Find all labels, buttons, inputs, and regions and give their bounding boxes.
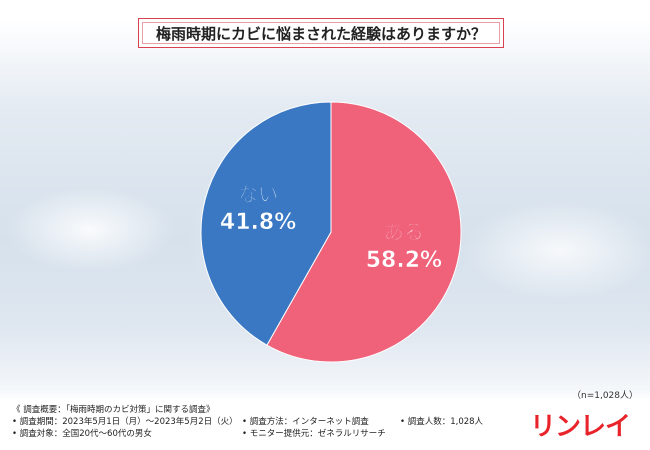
pie-chart: ある 58.2% ない 41.8% xyxy=(200,101,462,363)
chart-title: 梅雨時期にカビに悩まされた経験はありますか？ xyxy=(138,18,504,48)
slice-label-no: ない xyxy=(238,182,278,206)
survey-period: • 調査期間：2023年5月1日（月）～2023年5月2日（火） xyxy=(12,417,238,427)
survey-count: • 調査人数：1,028人 xyxy=(400,417,484,427)
pie-slice-yes xyxy=(266,101,462,363)
survey-method: • 調査方法：インターネット調査 xyxy=(242,417,369,427)
pie-slice-no xyxy=(200,101,332,346)
slice-display-yes: 58.2% xyxy=(366,248,442,273)
chart-title-text: 梅雨時期にカビに悩まされた経験はありますか？ xyxy=(155,24,486,43)
rinrei-logo: リンレイ xyxy=(530,412,631,442)
slice-display-no: 41.8% xyxy=(220,210,296,235)
sample-size-label: （n=1,028人） xyxy=(571,391,638,401)
footer: 《 調査概要：「梅雨時期のカビ対策」に関する調査》 • 調査期間：2023年5月… xyxy=(0,400,650,450)
survey-summary: 《 調査概要：「梅雨時期のカビ対策」に関する調査》 xyxy=(12,405,215,415)
survey-provider: • モニター提供元：ゼネラルリサーチ xyxy=(242,429,386,439)
survey-target: • 調査対象：全国20代～60代の男女 xyxy=(12,429,152,439)
slice-label-yes: ある xyxy=(384,220,424,244)
